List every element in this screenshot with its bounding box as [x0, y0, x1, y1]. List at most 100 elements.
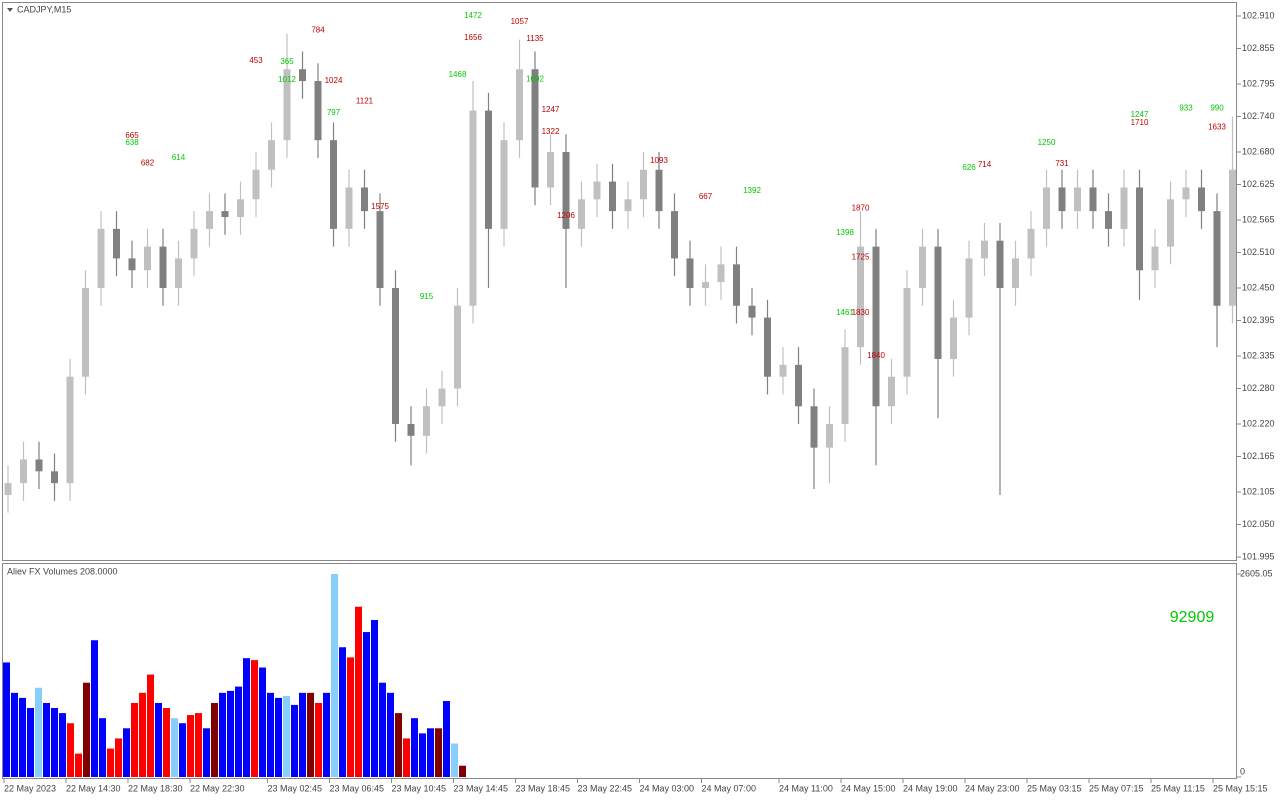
volume-count-label: 990	[1210, 103, 1224, 112]
candle-body	[268, 140, 275, 170]
y-tick-label: 102.910	[1242, 10, 1275, 20]
volume-bar	[11, 692, 18, 777]
candle-body	[221, 211, 229, 218]
volume-bar	[19, 697, 26, 777]
candle-body	[1167, 199, 1174, 247]
volume-bar	[75, 753, 82, 777]
volume-bar	[107, 748, 114, 777]
volume-bar	[35, 687, 42, 777]
candle-body	[593, 181, 601, 200]
volume-bar	[115, 738, 122, 777]
volume-count-label: 1392	[743, 186, 761, 195]
volume-count-label: 1135	[526, 34, 544, 43]
y-tick-label: 102.510	[1242, 247, 1275, 257]
menu-triangle[interactable]	[7, 8, 13, 12]
volume-bar	[355, 606, 362, 777]
x-tick-label: 22 May 18:30	[128, 783, 183, 793]
volume-count-label: 667	[699, 192, 713, 201]
y-tick-label: 102.105	[1242, 486, 1275, 496]
volume-bar	[283, 695, 290, 777]
volume-bar	[331, 574, 338, 777]
volume-bar	[363, 632, 370, 777]
volume-count-label: 365	[280, 57, 294, 66]
candle-body	[330, 140, 337, 229]
x-tick-label: 24 May 23:00	[965, 783, 1020, 793]
volume-bar	[219, 692, 226, 777]
candle-body	[283, 69, 291, 141]
volume-bar	[203, 728, 210, 777]
volume-bar	[395, 713, 402, 777]
candle-body	[1074, 187, 1081, 212]
volume-count-label: 1092	[526, 74, 544, 83]
candle-body	[562, 152, 570, 229]
candle-body	[1058, 187, 1066, 212]
y-tick-label: 102.165	[1242, 451, 1275, 461]
volume-bar	[171, 718, 178, 777]
volume-count-label: 1057	[511, 17, 529, 26]
x-tick-label: 23 May 18:45	[516, 783, 571, 793]
candle-body	[578, 199, 585, 229]
candle-body	[144, 246, 151, 271]
volume-count-label: 784	[311, 25, 325, 34]
volume-bar	[179, 723, 186, 777]
volume-bar	[163, 708, 170, 777]
volume-count-label: 1468	[449, 70, 467, 79]
candle-body	[919, 246, 926, 289]
volume-bar	[291, 704, 298, 777]
volume-count-label: 1656	[464, 33, 482, 42]
volume-count-label: 1250	[1038, 138, 1056, 147]
candle-body	[981, 240, 988, 259]
volume-bar	[235, 686, 242, 777]
candle-body	[841, 347, 849, 425]
volume-bar	[67, 723, 74, 777]
volume-bar	[427, 728, 434, 777]
volume-bar	[387, 692, 394, 777]
x-tick-label: 24 May 11:00	[779, 783, 833, 793]
volume-bar	[139, 692, 146, 777]
volume-count-label: 1121	[356, 96, 374, 105]
x-tick-label: 23 May 14:45	[454, 783, 509, 793]
y-tick-label: 102.280	[1242, 383, 1275, 393]
x-tick-label: 23 May 06:45	[330, 783, 385, 793]
volume-count-label: 1830	[852, 308, 870, 317]
volume-bar	[371, 619, 378, 777]
x-tick-label: 23 May 22:45	[578, 783, 633, 793]
volume-count-label: 1710	[1131, 118, 1149, 127]
y-tick-label: 101.995	[1242, 551, 1275, 561]
volume-count-label: 1398	[836, 228, 854, 237]
candle-body	[128, 258, 136, 271]
volume-bar	[347, 657, 354, 777]
candle-body	[345, 187, 353, 229]
candle-body	[252, 169, 260, 200]
volume-bar	[187, 715, 194, 777]
candle-body	[438, 388, 446, 407]
candle-body	[1012, 258, 1019, 289]
volume-bar	[307, 692, 314, 777]
volume-bar	[3, 662, 10, 777]
volume-count-label: 614	[172, 153, 186, 162]
volume-count-label: 453	[249, 56, 263, 65]
candle-body	[934, 246, 942, 359]
y-tick-label: 102.855	[1242, 43, 1275, 53]
candle-body	[655, 169, 663, 212]
y-tick-label: 102.565	[1242, 214, 1275, 224]
volume-count-label: 626	[962, 163, 976, 172]
candle-body	[671, 211, 678, 259]
candle-body	[299, 69, 306, 82]
indicator-title: Aliev FX Volumes 208.0000	[7, 566, 118, 576]
volume-bar	[83, 682, 90, 777]
candle-body	[795, 364, 802, 407]
candle-body	[888, 376, 895, 407]
candle-body	[1089, 187, 1097, 212]
volume-count-label: 1575	[371, 202, 389, 211]
volume-bar	[435, 728, 442, 777]
volume-count-label: 1461	[836, 308, 854, 317]
volume-bar	[379, 682, 386, 777]
candle-body	[640, 169, 647, 200]
volume-bar	[459, 765, 466, 777]
candle-body	[779, 364, 787, 377]
volume-count-label: 1472	[464, 11, 482, 20]
candle-body	[764, 317, 771, 377]
